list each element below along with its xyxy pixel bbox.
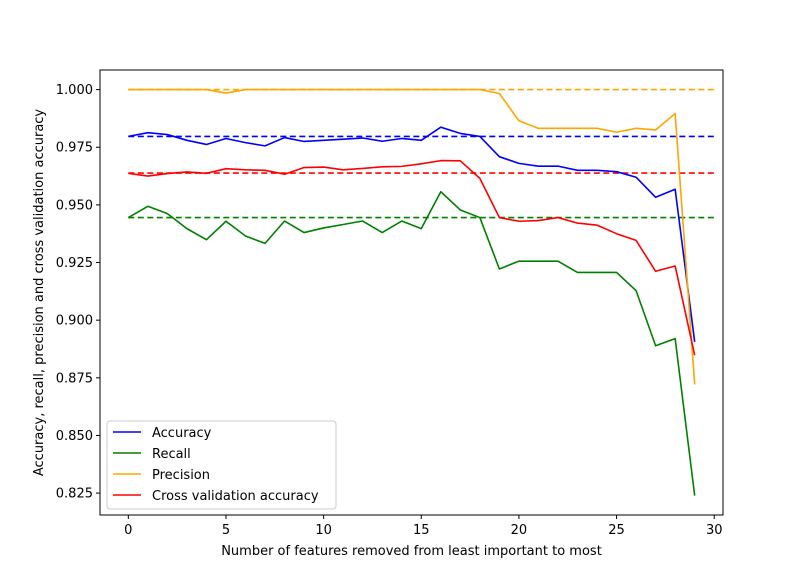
y-tick-label: 0.900 bbox=[56, 314, 93, 329]
y-tick-label: 0.925 bbox=[56, 256, 93, 271]
baselines bbox=[128, 88, 715, 219]
legend-box bbox=[106, 420, 337, 510]
legend-label: Cross validation accuracy bbox=[152, 489, 319, 504]
legend: Accuracy Recall Precision Cross validation … bbox=[106, 420, 337, 510]
series-line-precision bbox=[128, 88, 696, 385]
y-tick-label: 0.825 bbox=[56, 487, 93, 502]
series-line-accuracy bbox=[128, 126, 696, 342]
legend-label: Recall bbox=[152, 447, 191, 462]
y-tick-label: 1.000 bbox=[56, 83, 93, 98]
x-tick-label: 0 bbox=[124, 523, 132, 538]
x-tick-label: 5 bbox=[222, 523, 230, 538]
y-tick-label: 0.850 bbox=[56, 429, 93, 444]
legend-label: Accuracy bbox=[152, 426, 212, 441]
x-tick-label: 20 bbox=[511, 523, 528, 538]
x-tick-label: 25 bbox=[608, 523, 625, 538]
legend-label: Precision bbox=[152, 468, 210, 483]
y-tick-label: 0.975 bbox=[56, 141, 93, 156]
y-axis-ticks: 0.825 0.850 0.875 0.900 0.925 0.950 0.975 1.000 bbox=[56, 83, 100, 502]
x-tick-label: 15 bbox=[413, 523, 430, 538]
y-axis-label: Accuracy, recall, precision and cross va… bbox=[32, 109, 47, 477]
series-lines bbox=[127, 88, 696, 496]
y-tick-label: 0.950 bbox=[56, 198, 93, 213]
x-tick-label: 30 bbox=[706, 523, 723, 538]
plot-frame bbox=[99, 69, 724, 516]
x-tick-label: 10 bbox=[315, 523, 332, 538]
series-line-recall bbox=[127, 190, 696, 496]
series-line-cross-validation-accuracy bbox=[128, 159, 696, 356]
y-tick-label: 0.875 bbox=[56, 371, 93, 386]
x-axis-ticks: 0 5 10 15 20 25 30 bbox=[124, 515, 722, 538]
x-axis-label: Number of features removed from least im… bbox=[221, 544, 602, 559]
